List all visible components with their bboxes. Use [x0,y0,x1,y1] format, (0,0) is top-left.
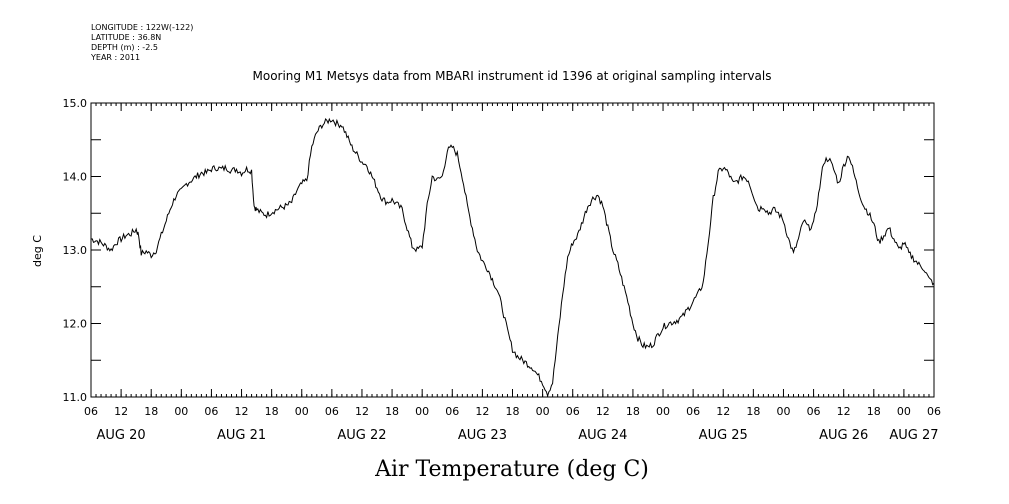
metadata-block: LONGITUDE : 122W(-122) LATITUDE : 36.8N … [90,23,193,62]
x-date-label: AUG 26 [819,428,868,443]
x-hour-label: 00 [897,405,911,418]
x-date-label: AUG 24 [578,428,627,443]
x-date-label: AUG 27 [889,428,938,443]
y-tick-label: 12.0 [63,318,88,331]
y-tick-label: 11.0 [63,391,88,404]
x-hour-label: 18 [144,405,158,418]
x-date-label: AUG 22 [337,428,386,443]
x-date-label: AUG 25 [699,428,748,443]
x-hour-label: 06 [927,405,941,418]
x-hour-label: 12 [716,405,730,418]
series-layer [90,117,935,398]
x-hour-label: 12 [235,405,249,418]
meta-longitude: LONGITUDE : 122W(-122) [91,23,193,32]
x-axis-title: Air Temperature (deg C) [374,457,649,482]
x-date-label: AUG 23 [458,428,507,443]
y-tick-label: 13.0 [63,244,88,257]
meta-latitude: LATITUDE : 36.8N [91,33,161,42]
x-hour-label: 00 [295,405,309,418]
x-hour-label: 00 [174,405,188,418]
series-line [90,117,935,398]
meta-depth: DEPTH (m) : -2.5 [91,43,158,52]
y-tick-label: 14.0 [63,171,88,184]
x-axis: 06 12 18 00 06 12 18 00 06 12 18 00 06 12 18 00 06 12 18 00… [84,103,941,443]
x-hour-label: 00 [415,405,429,418]
x-hour-label: 18 [385,405,399,418]
x-hour-label: 06 [325,405,339,418]
x-hour-label: 12 [355,405,369,418]
x-date-label: AUG 21 [217,428,266,443]
x-hour-label: 18 [506,405,520,418]
x-hour-label: 00 [776,405,790,418]
x-hour-label: 06 [566,405,580,418]
x-hour-label: 06 [204,405,218,418]
x-hour-label: 18 [867,405,881,418]
chart-title: Mooring M1 Metsys data from MBARI instru… [253,69,772,83]
x-hour-label: 12 [837,405,851,418]
x-hour-label: 06 [807,405,821,418]
meta-year: YEAR : 2011 [90,53,140,62]
x-hour-label: 12 [114,405,128,418]
x-hour-label: 06 [686,405,700,418]
x-hour-label: 06 [84,405,98,418]
x-hour-label: 00 [656,405,670,418]
y-axis: 11.0 12.0 13.0 14.0 15.0 [63,97,934,404]
x-hour-label: 12 [596,405,610,418]
x-hour-label: 18 [265,405,279,418]
y-axis-label: deg C [31,235,44,267]
x-hour-label: 18 [626,405,640,418]
x-date-label: AUG 20 [97,428,146,443]
x-hour-label: 18 [746,405,760,418]
x-hour-label: 12 [475,405,489,418]
x-hour-label: 00 [536,405,550,418]
y-tick-label: 15.0 [63,97,88,110]
x-hour-label: 06 [445,405,459,418]
